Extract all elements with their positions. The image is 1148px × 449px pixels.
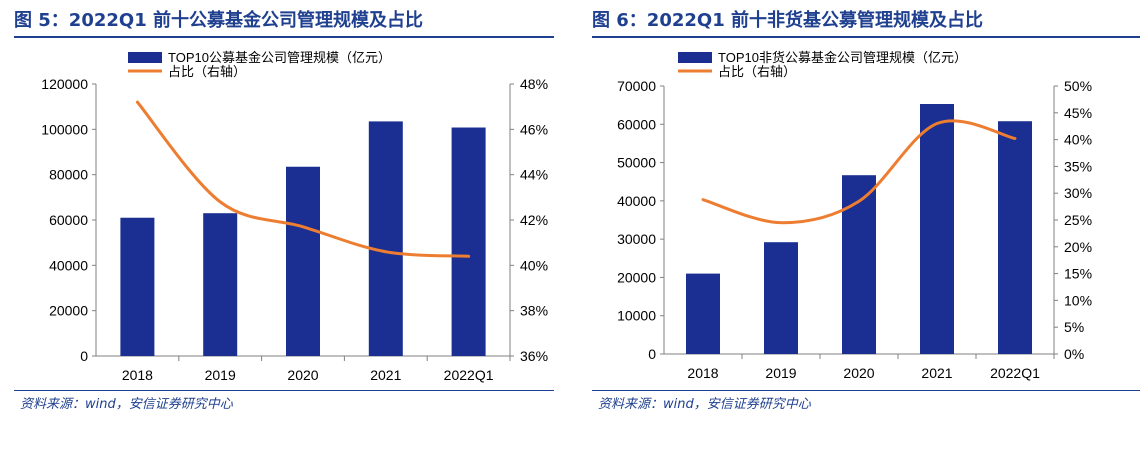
right-tick-label: 20% — [1064, 239, 1092, 255]
right-tick-label: 45% — [1064, 105, 1092, 121]
right-tick-label: 40% — [520, 257, 548, 273]
right-tick-label: 0% — [1064, 346, 1084, 362]
right-tick-label: 44% — [520, 167, 548, 183]
series-line — [135, 100, 471, 258]
left-tick-label: 50000 — [617, 155, 656, 171]
x-tick-label: 2019 — [205, 367, 236, 383]
figure-6-title-rule — [592, 36, 1140, 38]
legend-bar-swatch — [128, 52, 162, 63]
left-tick-label: 40000 — [49, 257, 88, 273]
bar — [920, 103, 954, 354]
x-tick-label: 2021 — [921, 365, 952, 381]
right-tick-label: 46% — [520, 121, 548, 137]
figure-5-source-rule — [14, 390, 554, 391]
left-tick-label: 0 — [80, 348, 88, 364]
figure-5-panel: 图 5：2022Q1 前十公募基金公司管理规模及占比 TOP10公募基金公司管理… — [0, 0, 560, 449]
bar — [686, 273, 720, 354]
x-tick-label: 2019 — [765, 365, 796, 381]
bar — [764, 242, 798, 354]
right-tick-label: 25% — [1064, 212, 1092, 228]
right-tick-label: 38% — [520, 303, 548, 319]
right-tick-label: 15% — [1064, 266, 1092, 282]
bar — [368, 121, 403, 357]
bar — [451, 127, 486, 357]
x-tick-label: 2020 — [287, 367, 318, 383]
x-tick-label: 2021 — [370, 367, 401, 383]
x-tick-label: 2018 — [687, 365, 718, 381]
left-tick-label: 100000 — [41, 121, 88, 137]
bar — [120, 217, 155, 356]
right-tick-label: 30% — [1064, 185, 1092, 201]
series-line — [701, 119, 1017, 225]
left-tick-label: 60000 — [49, 212, 88, 228]
bar — [286, 166, 320, 356]
x-tick-label: 2022Q1 — [444, 367, 494, 383]
x-tick-label: 2018 — [122, 367, 153, 383]
figure-5-title: 图 5：2022Q1 前十公募基金公司管理规模及占比 — [14, 10, 423, 31]
legend-line-label: 占比（右轴） — [168, 64, 246, 79]
left-tick-label: 30000 — [617, 231, 656, 247]
figure-6-chart: TOP10非货公募基金公司管理规模（亿元）占比（右轴） 0 10000 20000 30… — [617, 50, 1092, 381]
bar — [998, 121, 1032, 354]
legend-bar-label: TOP10公募基金公司管理规模（亿元） — [168, 50, 391, 65]
right-tick-label: 50% — [1064, 78, 1092, 94]
legend-bar-swatch — [678, 52, 712, 63]
right-tick-label: 5% — [1064, 319, 1084, 335]
left-tick-label: 60000 — [617, 116, 656, 132]
left-tick-label: 0 — [648, 346, 656, 362]
figure-6-source: 资料来源：wind，安信证券研究中心 — [598, 397, 811, 412]
left-tick-label: 40000 — [617, 193, 656, 209]
right-tick-label: 48% — [520, 76, 548, 92]
left-tick-label: 120000 — [41, 76, 88, 92]
right-tick-label: 42% — [520, 212, 548, 228]
x-tick-label: 2020 — [843, 365, 874, 381]
left-tick-label: 80000 — [49, 167, 88, 183]
right-tick-label: 35% — [1064, 158, 1092, 174]
left-tick-label: 20000 — [617, 269, 656, 285]
figure-5-source: 资料来源：wind，安信证券研究中心 — [20, 397, 233, 412]
bar — [842, 175, 876, 354]
figure-6-panel: 图 6：2022Q1 前十非货基公募管理规模及占比 TOP10非货公募基金公司管… — [578, 0, 1148, 449]
legend-bar-label: TOP10非货公募基金公司管理规模（亿元） — [718, 50, 967, 65]
figure-6-source-rule — [592, 390, 1140, 391]
figure-6-title: 图 6：2022Q1 前十非货基公募管理规模及占比 — [592, 10, 983, 31]
figure-5-chart: TOP10公募基金公司管理规模（亿元）占比（右轴） 0 20000 40000 6000… — [41, 50, 548, 383]
x-tick-label: 2022Q1 — [990, 365, 1040, 381]
left-tick-label: 70000 — [617, 78, 656, 94]
figure-5-title-rule — [14, 36, 554, 38]
right-tick-label: 40% — [1064, 132, 1092, 148]
right-tick-label: 10% — [1064, 292, 1092, 308]
left-tick-label: 10000 — [617, 308, 656, 324]
right-tick-label: 36% — [520, 348, 548, 364]
bar — [203, 213, 238, 356]
left-tick-label: 20000 — [49, 303, 88, 319]
legend-line-label: 占比（右轴） — [718, 64, 796, 79]
